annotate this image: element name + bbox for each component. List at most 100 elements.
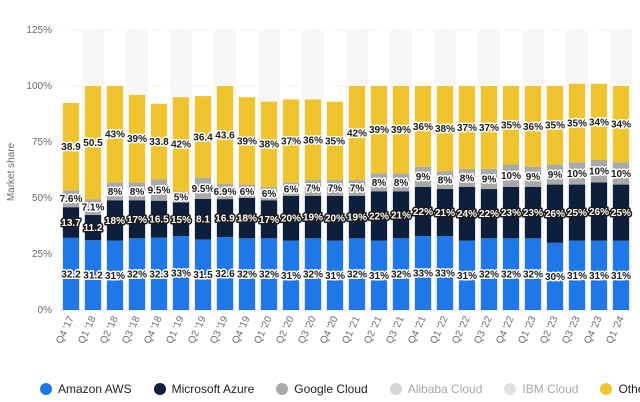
bar-segment — [436, 236, 454, 310]
data-label: 25% — [567, 208, 587, 219]
x-tick-label: Q1 '19 — [164, 314, 186, 345]
bar-segment — [370, 86, 388, 174]
data-label: 32% — [347, 270, 367, 281]
data-label: 34% — [611, 120, 631, 131]
data-label: 7.1% — [82, 203, 105, 214]
legend-item[interactable]: Alibaba Cloud — [389, 382, 482, 396]
y-tick-label: 25% — [32, 249, 52, 260]
data-label: 8% — [372, 178, 387, 189]
data-label: 34% — [589, 117, 609, 128]
bar-segment — [590, 182, 608, 241]
bar-segment — [480, 168, 498, 190]
bar-segment — [414, 166, 432, 187]
data-label: 37% — [479, 123, 499, 134]
legend-swatch — [504, 383, 517, 395]
data-label: 9% — [548, 170, 563, 181]
data-label: 15% — [171, 215, 191, 226]
data-label: 39% — [237, 136, 257, 147]
bar-segment — [128, 94, 146, 183]
legend-item[interactable]: Google Cloud — [276, 382, 368, 396]
bar-segment — [370, 173, 388, 192]
data-label: 35% — [567, 118, 587, 129]
x-tick-label: Q3 '21 — [384, 314, 406, 345]
legend-swatch — [153, 383, 166, 395]
data-label: 37% — [281, 136, 301, 147]
bar-segment — [524, 86, 542, 167]
bar-segment — [282, 182, 300, 196]
bar-segment — [480, 86, 498, 169]
y-tick-label: 75% — [32, 137, 52, 148]
legend-label: Amazon AWS — [58, 382, 132, 396]
data-label: 38.9 — [61, 142, 81, 153]
data-label: 19% — [303, 213, 323, 224]
bar-segment — [194, 239, 212, 310]
data-label: 33.8 — [149, 137, 169, 148]
legend-item[interactable]: Microsoft Azure — [153, 382, 254, 396]
bar-segment — [238, 97, 256, 185]
data-label: 20% — [325, 214, 345, 225]
x-tick-label: Q4 '23 — [582, 314, 604, 345]
data-label: 9% — [482, 174, 497, 185]
data-label: 36% — [523, 122, 543, 133]
legend-item[interactable]: IBM Cloud — [504, 382, 578, 396]
bar-segment — [128, 200, 146, 239]
data-label: 6.9% — [214, 187, 237, 198]
y-axis-label: Market share — [6, 142, 17, 201]
bar-segment — [502, 86, 520, 165]
data-label: 23% — [523, 208, 543, 219]
data-label: 32% — [523, 270, 543, 281]
bar-segment — [392, 173, 410, 192]
data-label: 21% — [435, 208, 455, 219]
bar-segment — [260, 200, 278, 239]
bar-segment — [304, 238, 322, 310]
data-label: 31% — [567, 271, 587, 282]
bar-segment — [194, 96, 212, 178]
bar-segment — [282, 240, 300, 310]
y-tick-label: 0% — [38, 305, 53, 316]
bar-segment — [590, 159, 608, 183]
data-label: 26% — [589, 207, 609, 218]
bar-segment — [524, 166, 542, 187]
bar-segment — [348, 195, 366, 239]
data-label: 50.5 — [83, 138, 103, 149]
bar-segment — [216, 236, 234, 310]
legend: Amazon AWS Microsoft Azure Google Cloud Ali… — [40, 382, 640, 396]
data-label: 38% — [259, 140, 279, 151]
bar-segment — [392, 191, 410, 239]
data-label: 35% — [501, 121, 521, 132]
bar-segment — [458, 240, 476, 310]
bar-segment — [612, 240, 630, 310]
data-label: 38% — [435, 124, 455, 135]
x-tick-label: Q4 '18 — [142, 314, 164, 345]
x-tick-label: Q2 '19 — [186, 314, 208, 345]
data-label: 5% — [174, 192, 189, 203]
bar-segment — [84, 86, 102, 200]
x-axis-ticks: Q4 '17 Q1 '18 Q2 '18 Q3 '18 Q4 '18 Q1 '19 Q2 '… — [54, 314, 626, 345]
data-label: 17% — [259, 215, 279, 226]
x-tick-label: Q1 '21 — [340, 314, 362, 345]
data-label: 9% — [526, 172, 541, 183]
data-label: 32% — [259, 270, 279, 281]
x-tick-label: Q1 '20 — [252, 314, 274, 345]
data-label: 36.4 — [193, 132, 213, 143]
bar-segment — [282, 195, 300, 241]
data-label: 11.2 — [84, 223, 103, 234]
x-tick-label: Q2 '21 — [362, 314, 384, 345]
data-label: 42% — [171, 140, 191, 151]
legend-item[interactable]: Amazon AWS — [40, 382, 132, 396]
data-label: 8% — [130, 187, 145, 198]
data-label: 22% — [369, 211, 389, 222]
bar-segment — [282, 99, 300, 183]
data-label: 7% — [306, 183, 321, 194]
bar-segment — [106, 86, 124, 183]
legend-item[interactable]: Others — [600, 382, 640, 396]
data-label: 31% — [611, 271, 631, 282]
bar-segment — [568, 162, 586, 185]
data-label: 8% — [438, 176, 453, 187]
bar-segment — [172, 236, 190, 310]
data-label: 32.2 — [61, 269, 81, 280]
data-label: 9.5% — [192, 184, 215, 195]
bar-segment — [370, 240, 388, 310]
data-label: 6% — [262, 189, 277, 200]
bar-segment — [172, 202, 190, 237]
